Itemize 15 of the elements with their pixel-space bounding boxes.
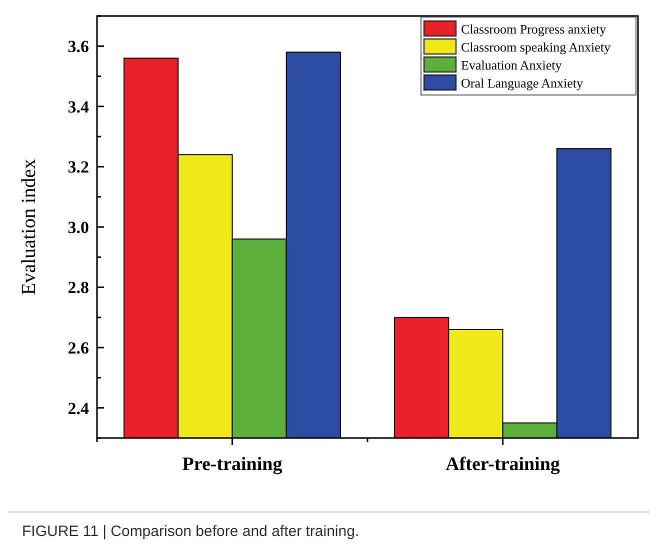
y-tick-label: 2.6 [68,338,89,358]
x-tick-label: After-training [446,454,560,475]
y-tick-label: 3.2 [68,158,89,177]
y-tick-label: 3.0 [68,218,89,237]
y-axis-title: Evaluation index [18,158,40,296]
legend-label: Evaluation Anxiety [461,58,562,73]
legend-label: Oral Language Anxiety [461,76,584,91]
caption: FIGURE 11 | Comparison before and after training. [22,523,360,540]
y-tick-label: 3.4 [68,97,90,116]
x-tick-label: Pre-training [182,454,283,475]
y-tick-label: 3.6 [68,37,89,56]
y-tick-label: 2.4 [68,398,90,418]
legend-label: Classroom Progress anxiety [461,22,607,37]
legend-label: Classroom speaking Anxiety [461,40,611,55]
y-tick-label: 2.8 [68,278,89,298]
